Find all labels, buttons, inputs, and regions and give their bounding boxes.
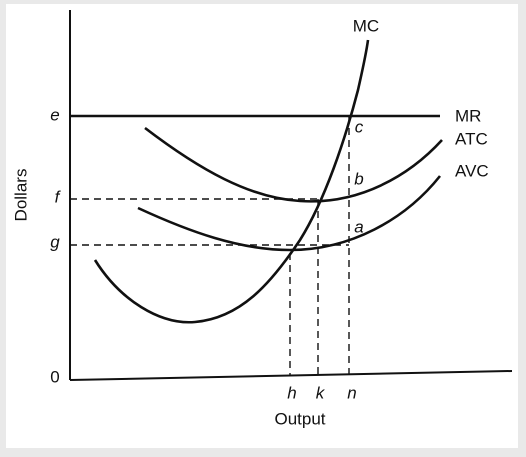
price-label: e xyxy=(50,105,59,124)
price-label: g xyxy=(50,232,60,251)
x-axis xyxy=(69,370,513,381)
avc-curve xyxy=(137,175,442,252)
curve-label: ATC xyxy=(455,129,488,148)
quantity-label: k xyxy=(316,383,326,402)
curve-label: MC xyxy=(353,16,379,35)
point-label: a xyxy=(354,217,363,236)
curve-label: MR xyxy=(455,106,481,125)
point-label: c xyxy=(355,117,364,136)
quantity-label: h xyxy=(287,383,296,402)
mc-curve xyxy=(93,39,370,324)
y-axis-label: Dollars xyxy=(11,169,30,222)
quantity-label: n xyxy=(347,383,356,402)
point-label: b xyxy=(354,169,363,188)
origin-label: 0 xyxy=(50,367,59,386)
atc-curve xyxy=(144,126,443,203)
price-label: f xyxy=(55,187,62,206)
curve-label: AVC xyxy=(455,161,489,180)
x-axis-label: Output xyxy=(274,409,325,428)
background xyxy=(6,4,518,448)
